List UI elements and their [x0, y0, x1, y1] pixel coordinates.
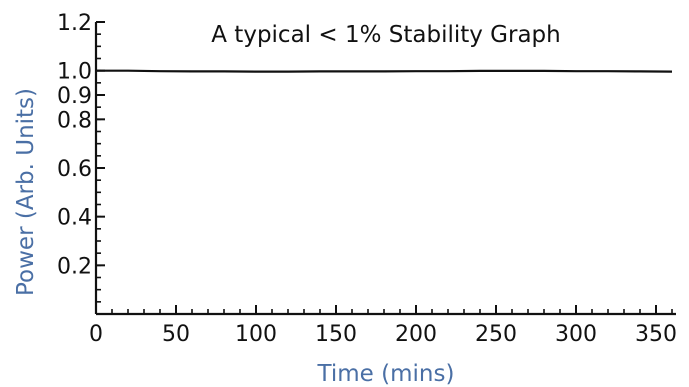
y-tick-label: 0.6: [57, 157, 92, 182]
x-tick-label: 200: [395, 322, 437, 347]
x-tick-label: 50: [162, 322, 190, 347]
chart-title: A typical < 1% Stability Graph: [211, 22, 560, 48]
y-tick-label: 0.8: [57, 108, 92, 133]
x-tick-label: 300: [555, 322, 597, 347]
y-tick-label: 0.2: [57, 254, 92, 279]
x-axis-title: Time (mins): [317, 361, 455, 387]
x-tick-label: 350: [635, 322, 677, 347]
x-tick-label: 100: [235, 322, 277, 347]
y-tick-label: 0.4: [57, 206, 92, 231]
x-tick-label: 0: [89, 322, 103, 347]
y-tick-label: 0.9: [57, 84, 92, 109]
x-tick-label: 250: [475, 322, 517, 347]
x-tick-label: 150: [315, 322, 357, 347]
y-tick-label: 1.2: [57, 11, 92, 36]
series-line: [96, 69, 673, 73]
y-tick-label: 1.0: [57, 60, 92, 85]
y-axis-title: Power (Arb. Units): [13, 88, 39, 296]
